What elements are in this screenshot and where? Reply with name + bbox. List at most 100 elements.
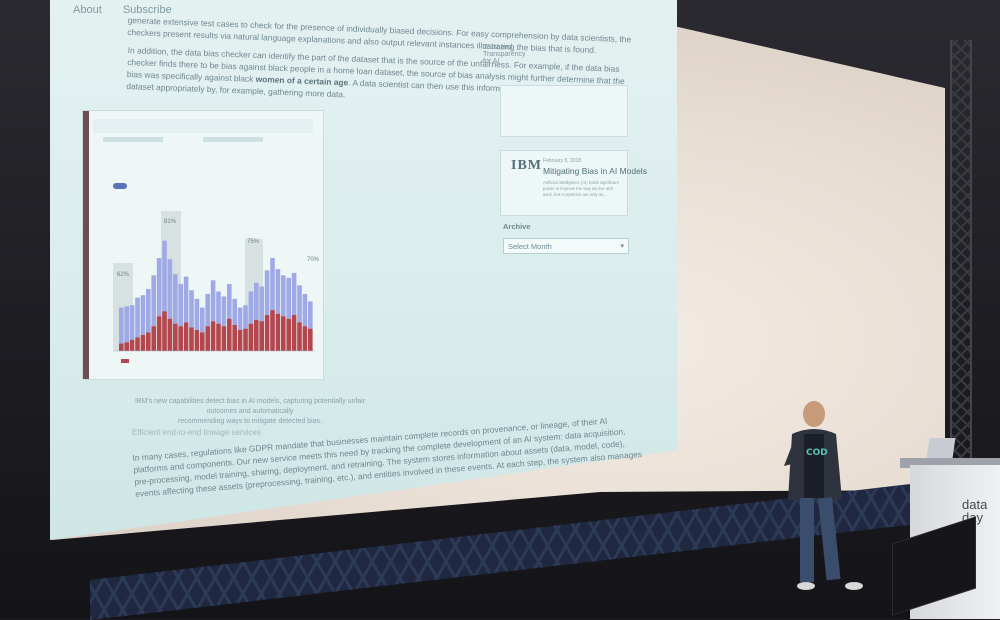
figure-bar-red <box>248 323 254 351</box>
figure-bar-blue <box>129 305 135 340</box>
figure-bar-blue <box>200 307 205 333</box>
figure-bar-red <box>205 326 210 351</box>
figure-bar-blue <box>156 258 162 317</box>
figure-bar-blue <box>194 298 200 330</box>
speaker-leg-left <box>800 498 814 582</box>
figure-bar-red <box>194 329 200 351</box>
nav-about-link[interactable]: About <box>73 4 102 16</box>
select-value: Select Month <box>508 242 552 251</box>
figure-bar-red <box>254 320 259 351</box>
figure-bar-blue <box>205 293 210 327</box>
figure-label-81: 81% <box>164 219 177 225</box>
speaker: COD <box>784 401 863 590</box>
figure-bar-blue <box>146 289 151 333</box>
figure-bar-red <box>291 315 297 351</box>
figure-label-62: 62% <box>117 272 130 278</box>
figure-bar-red <box>162 311 167 351</box>
figure-bar-blue <box>124 306 129 343</box>
figure-bar-red <box>146 332 151 351</box>
figure-bar-red <box>232 324 237 351</box>
figure-bar-red <box>308 328 313 351</box>
chevron-down-icon: ▾ <box>620 243 624 250</box>
speaker-shoe <box>797 582 815 590</box>
ibm-logo: IBM <box>511 158 542 173</box>
figure-bar-red <box>270 310 275 351</box>
figure-bar-red <box>129 339 135 351</box>
figure-bar-blue <box>173 274 178 324</box>
figure-bar-blue <box>275 269 281 314</box>
post-date: February 8, 2018 <box>543 158 582 164</box>
figure-bar-red <box>286 318 291 351</box>
archive-heading: Archive <box>503 222 531 231</box>
figure-bar-red <box>302 326 308 351</box>
speaker-head <box>803 401 825 427</box>
figure-caption: IBM's new capabilities detect bias in AI… <box>130 397 370 427</box>
figure-bar-blue <box>237 307 243 330</box>
figure-bar-red <box>183 322 189 351</box>
figure-bar-red <box>221 326 227 351</box>
figure-bar-blue <box>151 275 156 327</box>
figure-bar-blue <box>259 286 264 322</box>
sidebar-post-card-previous[interactable] <box>500 85 628 137</box>
figure-bar-red <box>124 342 129 351</box>
shirt-lettering: COD <box>806 448 828 458</box>
figure-bar-red <box>151 326 156 351</box>
caption-line: recommending ways to mitigate detected b… <box>178 418 322 425</box>
figure-bar-red <box>135 337 140 351</box>
figure-bar-blue <box>162 240 167 312</box>
figure-bar-blue <box>281 275 286 317</box>
figure-bar-blue <box>254 282 259 320</box>
figure-bar-red <box>140 334 146 351</box>
figure-bar-blue <box>216 291 221 324</box>
figure-bar-red <box>189 327 194 351</box>
figure-legend-swatch <box>121 359 129 363</box>
figure-bar-red <box>173 323 178 351</box>
figure-bar-red <box>178 326 183 351</box>
post-title-link[interactable]: Mitigating Bias in AI Models <box>543 166 647 176</box>
post-excerpt: Artificial intelligence (AI) holds signi… <box>543 180 619 197</box>
figure-bar-red <box>156 316 162 351</box>
figure-bar-red <box>264 315 270 351</box>
figure-bar-blue <box>297 285 302 323</box>
podium-top <box>900 458 1000 468</box>
figure-bar-red <box>275 313 281 351</box>
nav-subscribe-link[interactable]: Subscribe <box>122 4 172 16</box>
figure-bar-blue <box>140 295 146 335</box>
archive-month-select[interactable]: Select Month ▾ <box>503 238 629 254</box>
figure-bar-blue <box>178 284 183 327</box>
caption-line: IBM's new capabilities detect bias in AI… <box>134 398 366 415</box>
figure-bar-red <box>200 332 205 351</box>
figure-bar-blue <box>243 305 248 329</box>
laptop-on-podium <box>926 438 956 458</box>
figure-bar-blue <box>221 296 227 327</box>
figure-bar-blue <box>183 276 189 323</box>
figure-bars <box>119 240 313 351</box>
lighting-truss <box>950 40 972 500</box>
figure-header-bar <box>93 119 313 133</box>
figure-bar-red <box>281 316 286 351</box>
speaker-shirt <box>804 434 824 498</box>
figure-bar-blue <box>119 307 124 344</box>
figure-bar-blue <box>270 258 275 311</box>
figure-bar-blue <box>227 284 232 319</box>
browser-tab-active[interactable]: Trust and Transparency for AI <box>483 44 526 65</box>
speaker-arm <box>784 440 800 466</box>
figure-bar-blue <box>210 280 216 322</box>
figure-bar-blue <box>167 259 173 319</box>
figure-filter-field <box>203 137 263 142</box>
figure-bar-red <box>259 321 264 351</box>
sidebar-post-card[interactable] <box>500 150 628 216</box>
figure-bar-blue <box>135 297 140 338</box>
figure-label-70: 70% <box>307 257 320 263</box>
figure-label-75: 75% <box>247 239 260 245</box>
speaker-leg-right <box>818 497 841 581</box>
speaker-shoe <box>845 582 863 590</box>
figure-sidebar-strip <box>83 111 89 379</box>
bias-dashboard-figure: 81% 75% 70% 62% <box>82 110 324 380</box>
figure-filter-field <box>103 137 163 142</box>
figure-bar-blue <box>248 291 254 324</box>
figure-bar-red <box>167 318 173 351</box>
figure-bar-red <box>243 328 248 351</box>
figure-bar-blue <box>291 272 297 316</box>
figure-bar-blue <box>264 270 270 316</box>
